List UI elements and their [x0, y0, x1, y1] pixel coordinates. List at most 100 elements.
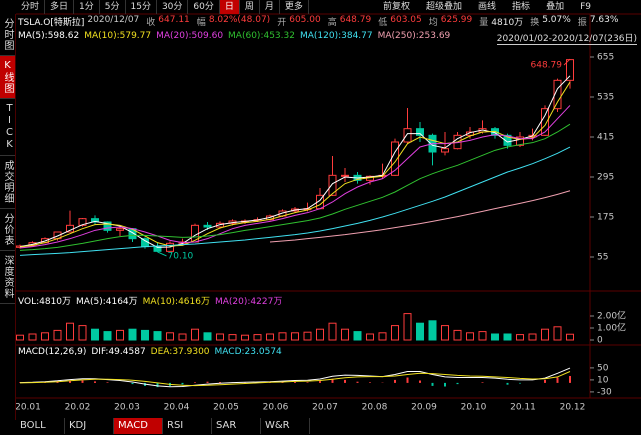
volume-bar: [191, 328, 199, 341]
y-tick-label: 415: [597, 133, 614, 143]
volume-bar: [241, 334, 249, 341]
volume-bar: [203, 332, 212, 341]
volume-bar: [28, 333, 37, 341]
annotation-leader: [563, 58, 571, 66]
ma-legend-item: MA(250):253.69: [377, 31, 451, 41]
indicator-tab[interactable]: RSI: [163, 418, 212, 434]
candle-body: [403, 128, 412, 143]
macd-legend-item: MACD:23.0574: [214, 347, 282, 357]
macd-legend-item: MACD(12,26,9): [18, 347, 87, 357]
volume-bar: [291, 332, 299, 341]
indicator-tab[interactable]: W&R: [261, 418, 310, 434]
x-axis-label: 20.03: [114, 403, 140, 413]
volume-bar: [428, 320, 437, 341]
quote-label: 高: [327, 18, 337, 28]
volume-bar: [253, 334, 262, 341]
volume-bar: [478, 331, 487, 341]
indicator-tab[interactable]: SAR: [212, 418, 261, 434]
y-tick-label: 2.00亿: [597, 310, 626, 322]
period-tab[interactable]: 分时: [16, 0, 46, 14]
volume-bar: [453, 329, 462, 341]
volume-bar: [528, 333, 537, 341]
volume-bar: [503, 333, 512, 341]
side-tab[interactable]: 分时图: [0, 14, 15, 56]
candle-body: [141, 238, 149, 248]
volume-bar: [66, 322, 74, 341]
ma-line: [19, 75, 571, 248]
y-tick-label: 1.00亿: [597, 322, 626, 334]
tool-button[interactable]: F9: [580, 2, 591, 12]
volume-bar: [516, 334, 524, 341]
period-tab[interactable]: 多日: [45, 0, 75, 14]
quote-value: 625.99: [440, 15, 473, 25]
period-tab[interactable]: 60分: [188, 0, 220, 14]
candle-body: [416, 128, 424, 136]
annotation-leader: [157, 251, 167, 257]
y-tick-label: 50: [597, 363, 609, 373]
volume-bar: [178, 333, 187, 341]
macd-legend: MACD(12,26,9) DIF:49.4587 DEA:37.9300 MACD:…: [18, 347, 282, 357]
y-tick-label: 0: [597, 336, 603, 346]
y-tick-label: 55: [597, 253, 608, 263]
ma-line: [19, 105, 571, 249]
volume-bar: [341, 328, 349, 341]
ma-legend-item: MA(20):509.60: [156, 31, 224, 41]
quote-value: 5.07%: [542, 15, 571, 25]
period-tab[interactable]: 周: [240, 0, 260, 14]
quote-value: 8.02%(48.07): [208, 15, 271, 25]
indicator-tabs: BOLL KDJ MACD RSI SAR W&R: [16, 418, 310, 434]
period-tab[interactable]: 更多: [280, 0, 309, 14]
tool-button[interactable]: 超级叠加: [426, 2, 463, 12]
period-tab[interactable]: 1分: [74, 0, 100, 14]
indicator-tab[interactable]: BOLL: [16, 418, 65, 434]
tool-button[interactable]: 指标: [512, 2, 531, 12]
macd-legend-item: DEA:37.9300: [150, 347, 210, 357]
tool-button[interactable]: 画线: [478, 2, 497, 12]
period-tab[interactable]: 15分: [126, 0, 157, 14]
quote-label: 开: [277, 18, 287, 28]
indicator-tab[interactable]: MACD: [114, 418, 163, 434]
side-tab[interactable]: 深度资料: [0, 251, 15, 304]
annotation: 648.79: [531, 61, 563, 71]
indicator-tab[interactable]: KDJ: [65, 418, 114, 434]
quote-label: 幅: [196, 18, 206, 28]
volume-bar: [403, 313, 412, 341]
volume-bar: [278, 332, 287, 341]
y-tick-label: 535: [597, 93, 614, 103]
candle-body: [441, 148, 449, 153]
quote-value: 648.79: [339, 15, 372, 25]
tool-button[interactable]: 叠加: [546, 2, 565, 12]
tool-button[interactable]: 前复权: [383, 2, 411, 12]
candle-body: [78, 218, 87, 226]
side-tab[interactable]: K线图: [0, 56, 15, 99]
volume-bar: [416, 322, 424, 341]
candle-body: [328, 174, 337, 196]
volume-bar: [391, 325, 399, 341]
quote-value: 603.05: [390, 15, 422, 25]
dif-line: [19, 367, 571, 388]
volume-bar: [16, 334, 24, 341]
ma-line: [269, 190, 571, 243]
volume-bar: [328, 322, 337, 341]
ma-legend-item: MA(120):384.77: [299, 31, 373, 41]
volume-bar: [378, 332, 387, 341]
period-tab[interactable]: 日: [219, 0, 240, 14]
period-tab[interactable]: 30分: [157, 0, 189, 14]
x-axis-label: 20.07: [312, 403, 338, 413]
side-tab[interactable]: 成交明细: [0, 156, 15, 209]
ma-legend-item: MA(60):453.32: [228, 31, 295, 41]
volume-bar: [566, 333, 574, 341]
volume-bar: [166, 332, 174, 341]
volume-bar: [541, 328, 549, 341]
quote-value: 605.00: [289, 15, 321, 25]
quote-value: 4810万: [491, 18, 524, 28]
vol-legend-item: MA(5):4164万: [76, 297, 138, 307]
side-tab[interactable]: 分价表: [0, 209, 15, 251]
date-range[interactable]: 2020/01/02-2020/12/07(236日): [496, 31, 637, 45]
period-tab[interactable]: 5分: [100, 0, 126, 14]
period-tab[interactable]: 月: [260, 0, 280, 14]
x-axis-label: 20.11: [510, 403, 536, 413]
side-tab[interactable]: TICK: [0, 99, 15, 156]
x-axis-label: 20.12: [560, 403, 586, 413]
